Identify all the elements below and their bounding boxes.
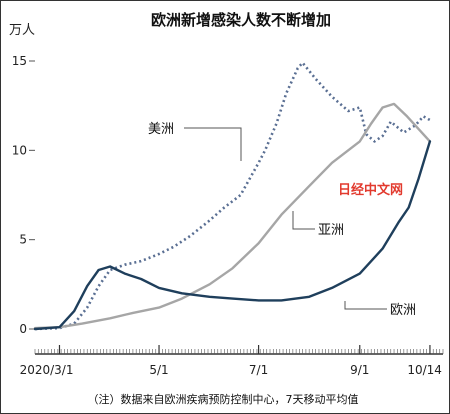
y-axis-unit: 万人 bbox=[9, 23, 35, 38]
y-tick-label-2: 10 bbox=[12, 143, 27, 157]
series-label-americas: 美洲 bbox=[148, 122, 242, 161]
americas-leader-line bbox=[184, 127, 242, 161]
y-tick-label-0: 0 bbox=[19, 322, 27, 336]
series-line-europe bbox=[33, 140, 432, 331]
series-label-europe-text: 欧洲 bbox=[390, 303, 416, 318]
europe-leader-line bbox=[344, 301, 387, 310]
source-note: （注）数据来自欧洲疾病预防控制中心，7天移动平均值 bbox=[88, 392, 359, 406]
y-tick-label-3: 15 bbox=[12, 54, 27, 68]
x-axis: 2020/3/1 5/1 7/1 9/1 10/14 bbox=[20, 345, 444, 377]
chart-title: 欧洲新增感染人数不断增加 bbox=[151, 11, 331, 29]
x-tick-label-1: 5/1 bbox=[149, 363, 168, 377]
x-tick-label-3: 9/1 bbox=[350, 363, 369, 377]
series-line-asia bbox=[33, 102, 432, 330]
series-label-americas-text: 美洲 bbox=[148, 122, 174, 137]
series-lines bbox=[33, 61, 432, 331]
x-tick-label-4: 10/14 bbox=[407, 363, 442, 377]
series-label-asia: 亚洲 bbox=[292, 211, 344, 238]
y-tick-label-1: 5 bbox=[19, 233, 27, 247]
y-axis: 0 5 10 15 bbox=[12, 54, 35, 336]
x-tick-label-0: 2020/3/1 bbox=[20, 363, 74, 377]
x-tick-label-2: 7/1 bbox=[249, 363, 268, 377]
series-label-europe: 欧洲 bbox=[344, 301, 416, 318]
watermark: 日经中文网 bbox=[338, 182, 403, 198]
series-label-asia-text: 亚洲 bbox=[318, 223, 344, 238]
asia-leader-line bbox=[292, 211, 315, 230]
